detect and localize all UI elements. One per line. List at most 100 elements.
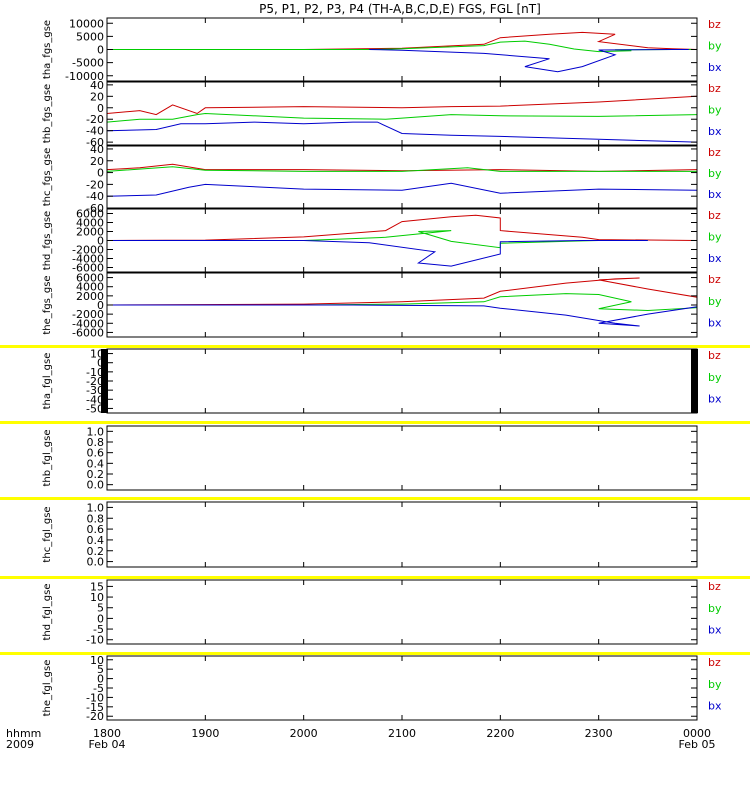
legend-bz: bz: [708, 209, 721, 222]
x-tick-date-label: Feb 05: [679, 738, 716, 751]
no-data-strip: [0, 421, 697, 424]
y-tick-label: 0: [97, 673, 104, 686]
legend-by: by: [708, 295, 722, 308]
no-data-strip-end: [697, 497, 750, 500]
y-tick-label: -40: [86, 393, 104, 406]
series-by-line: [107, 293, 698, 312]
y-tick-label: -10: [86, 366, 104, 379]
legend-bx: bx: [708, 317, 722, 330]
x-tick-label: 1800: [93, 727, 121, 740]
legend-bx: bx: [708, 252, 722, 265]
legend-bz: bz: [708, 656, 721, 669]
panel-ylabel: thb_fgl_gse: [42, 430, 53, 487]
no-data-strip-end: [697, 576, 750, 579]
series-by-line: [106, 166, 697, 172]
legend-by: by: [708, 678, 722, 691]
y-tick-label: 0.6: [87, 447, 105, 460]
y-tick-label: 0: [97, 299, 104, 312]
y-tick-label: -60: [86, 202, 104, 215]
legend-bx: bx: [708, 700, 722, 713]
y-tick-label: -20: [86, 113, 104, 126]
y-tick-label: -20: [86, 178, 104, 191]
panel-ylabel: thc_fgs_gse: [42, 148, 53, 207]
no-data-strip-end: [697, 421, 750, 424]
series-bz-line: [106, 163, 698, 172]
panel-ylabel: tha_fgl_gse: [42, 353, 53, 410]
panel-thb-fgl-gse: 1.00.80.60.40.20.0 thb_fgl_gse: [0, 421, 750, 492]
panel-ylabel: thd_fgl_gse: [42, 584, 53, 641]
y-tick-label: 10: [90, 654, 104, 667]
y-tick-label: -5: [93, 623, 104, 636]
panel-frame: [106, 348, 698, 414]
y-tick-label: 5000: [76, 30, 104, 43]
y-tick-label: -10: [86, 634, 104, 647]
legend-by: by: [708, 103, 722, 116]
y-tick-label: 6000: [76, 208, 104, 221]
y-tick-label: 0.2: [87, 545, 105, 558]
y-tick-label: 5: [97, 602, 104, 615]
y-tick-label: 1.0: [87, 501, 105, 514]
no-data-strip-end: [697, 652, 750, 655]
y-tick-label: 0: [97, 612, 104, 625]
series-bz-line: [106, 277, 698, 306]
x-tick-label: 2300: [585, 727, 613, 740]
y-tick-label: -10000: [65, 70, 104, 83]
time-units-label: hhmm: [6, 727, 41, 740]
panel-frame: [106, 145, 698, 209]
y-tick-label: -2000: [72, 244, 104, 257]
series-bz-line: [106, 95, 698, 116]
panel-thc-fgl-gse: 1.00.80.60.40.20.0 thc_fgl_gse: [0, 497, 750, 569]
panel-frame: [106, 501, 698, 568]
legend-by: by: [708, 39, 722, 52]
panel-tha-fgl-gse: 100-10-20-30-40-50 tha_fgl_gse bz by bx: [0, 345, 750, 415]
y-tick-label: 4000: [76, 281, 104, 294]
panel-frame: [106, 81, 698, 146]
series-bx-line: [106, 182, 698, 197]
y-tick-label: -2000: [72, 308, 104, 321]
y-tick-label: 6000: [76, 272, 104, 285]
y-tick-label: 0.6: [87, 523, 105, 536]
year-label: 2009: [6, 738, 34, 751]
y-tick-label: 0.0: [87, 479, 105, 492]
legend-bx: bx: [708, 125, 722, 138]
panel-ylabel: thd_fgs_gse: [42, 211, 53, 270]
y-tick-label: 0: [97, 357, 104, 370]
data-gap-left: [101, 349, 108, 413]
series-by-line: [106, 112, 698, 123]
figure-title: P5, P1, P2, P3, P4 (TH-A,B,C,D,E) FGS, F…: [259, 2, 541, 16]
y-tick-label: 10000: [69, 17, 104, 30]
legend-by: by: [708, 167, 722, 180]
x-tick-label: 2100: [388, 727, 416, 740]
y-tick-label: -5: [93, 682, 104, 695]
no-data-strip: [0, 497, 697, 500]
series-bx-line: [106, 121, 698, 143]
y-tick-label: -10: [86, 691, 104, 704]
y-tick-label: -40: [86, 125, 104, 138]
y-tick-label: -50: [86, 402, 104, 415]
y-tick-label: 20: [90, 90, 104, 103]
y-tick-label: -6000: [72, 326, 104, 339]
y-tick-label: -30: [86, 384, 104, 397]
legend-by: by: [708, 602, 722, 615]
x-tick-date-label: Feb 04: [89, 738, 126, 751]
y-tick-label: 20: [90, 155, 104, 168]
y-tick-label: -20: [86, 375, 104, 388]
panel-ylabel: thc_fgl_gse: [42, 506, 53, 562]
y-tick-label: -15: [86, 701, 104, 714]
no-data-strip: [0, 576, 697, 579]
no-data-strip-end: [697, 345, 750, 348]
y-tick-label: 0.0: [87, 556, 105, 569]
y-tick-label: 0: [97, 235, 104, 248]
y-tick-label: 1.0: [87, 425, 105, 438]
legend-by: by: [708, 371, 722, 384]
panel-ylabel: tha_fgs_gse: [42, 20, 53, 79]
y-tick-label: 0.2: [87, 468, 105, 481]
